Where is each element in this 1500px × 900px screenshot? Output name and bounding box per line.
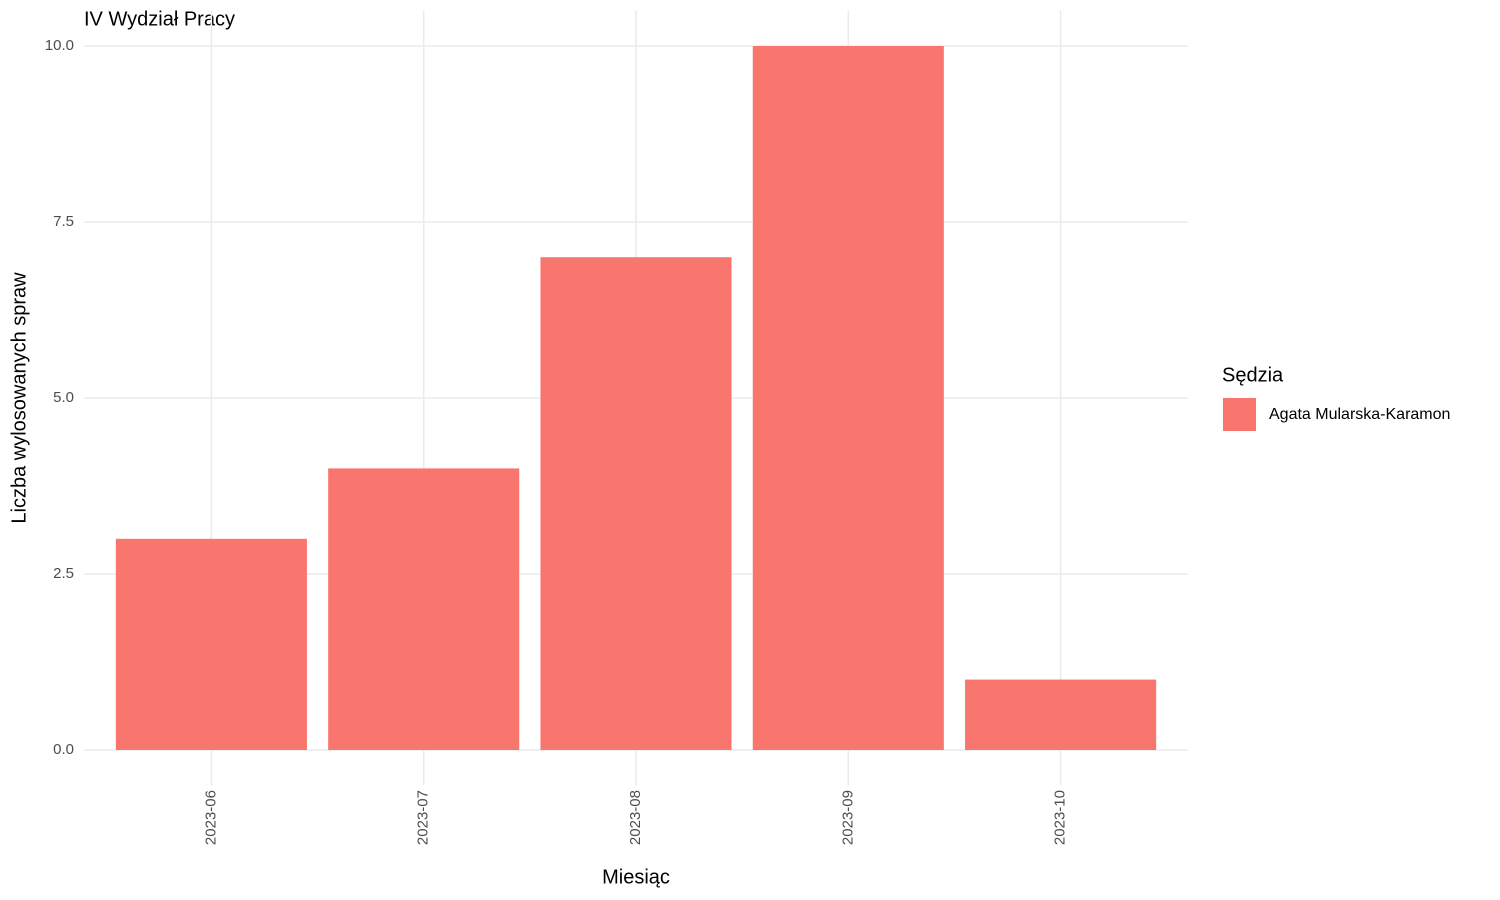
legend-title: Sędzia — [1222, 364, 1284, 386]
y-tick-label: 5.0 — [53, 389, 74, 406]
bar — [965, 679, 1157, 750]
x-tick-label: 2023-06 — [202, 790, 219, 845]
y-tick-label: 0.0 — [53, 741, 74, 758]
y-tick-label: 2.5 — [53, 565, 74, 582]
y-tick-label: 10.0 — [45, 37, 74, 54]
x-tick-label: 2023-10 — [1052, 790, 1069, 845]
bar — [752, 46, 944, 750]
chart-title: IV Wydział Pracy — [84, 8, 235, 30]
legend-label: Agata Mularska-Karamon — [1269, 406, 1450, 423]
x-tick-label: 2023-07 — [415, 790, 432, 845]
bar — [328, 468, 520, 750]
x-axis-label: Miesiąc — [602, 866, 670, 888]
plot — [115, 46, 1157, 750]
bar — [540, 257, 732, 750]
bar — [115, 538, 307, 750]
y-tick-label: 7.5 — [53, 213, 74, 230]
legend: Agata Mularska-Karamon — [1223, 398, 1450, 431]
x-tick-label: 2023-09 — [839, 790, 856, 845]
y-axis-label: Liczba wylosowanych spraw — [8, 272, 30, 524]
x-tick-label: 2023-08 — [627, 790, 644, 845]
legend-key — [1223, 398, 1256, 431]
